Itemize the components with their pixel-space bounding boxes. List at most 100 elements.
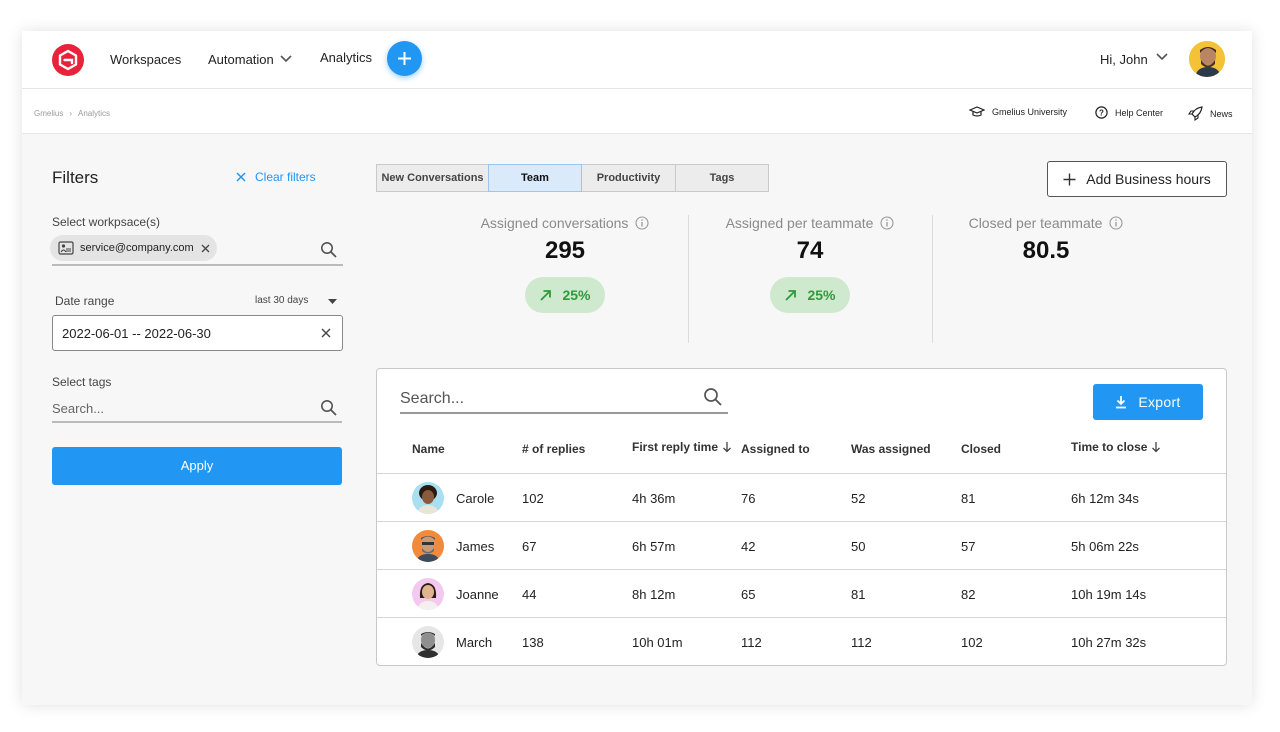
cell-replies: 44: [522, 587, 537, 602]
cell-assigned-to: 76: [741, 491, 756, 506]
add-business-hours-button[interactable]: Add Business hours: [1047, 161, 1227, 197]
column-header-label: # of replies: [522, 442, 586, 456]
table-row[interactable]: Carole 102 4h 36m 76 52 81 6h 12m 34s: [377, 473, 1226, 521]
table-search-input[interactable]: Search...: [400, 390, 465, 407]
download-icon: [1116, 396, 1127, 409]
tab-productivity[interactable]: Productivity: [581, 164, 676, 192]
cell-replies: 67: [522, 539, 537, 554]
cell-name: Joanne: [456, 587, 499, 602]
info-icon[interactable]: [635, 216, 649, 230]
column-header-label: Assigned to: [741, 442, 810, 456]
analytics-tabs: New Conversations Team Productivity Tags: [376, 164, 769, 192]
stat-assigned-per-teammate: Assigned per teammate 74 25%: [688, 215, 932, 313]
gmelius-logo[interactable]: [52, 44, 84, 76]
tags-input-underline: [52, 421, 342, 423]
news-label: News: [1210, 108, 1233, 119]
stat-value: 295: [544, 237, 586, 264]
cell-replies: 102: [522, 491, 544, 506]
cell-closed: 82: [961, 587, 976, 602]
column-header-label: First reply time: [632, 440, 719, 454]
nav-workspaces[interactable]: Workspaces: [110, 52, 182, 67]
column-header-label: Name: [412, 442, 445, 456]
help-center-link[interactable]: ? Help Center: [1095, 106, 1163, 119]
university-label: Gmelius University: [992, 107, 1068, 117]
close-icon[interactable]: [201, 244, 210, 253]
table-row[interactable]: Joanne 44 8h 12m 65 81 82 10h 19m 14s: [377, 569, 1226, 617]
stat-value: 80.5: [1022, 237, 1070, 264]
tags-search-input[interactable]: Search...: [52, 401, 105, 416]
column-header-closed[interactable]: Closed: [961, 442, 1001, 456]
trend-up-icon: [540, 289, 552, 301]
nav-automation[interactable]: Automation: [208, 52, 292, 67]
search-icon[interactable]: [320, 241, 337, 258]
column-header-assigned-to[interactable]: Assigned to: [741, 442, 810, 456]
nav-automation-label: Automation: [208, 52, 274, 67]
cell-first-reply: 8h 12m: [632, 587, 676, 602]
stat-closed-per-teammate: Closed per teammate 80.5: [924, 215, 1168, 265]
graduation-cap-icon: [969, 106, 985, 117]
stat-label: Closed per teammate: [968, 215, 1103, 231]
nav-analytics[interactable]: Analytics: [320, 50, 373, 65]
date-range-field[interactable]: 2022-06-01 -- 2022-06-30: [52, 315, 343, 351]
cell-replies: 138: [522, 635, 544, 650]
cell-name: James: [456, 539, 495, 554]
cell-closed: 81: [961, 491, 976, 506]
column-header-time-to-close[interactable]: Time to close: [1071, 440, 1161, 454]
app-window: Workspaces Automation Analytics Hi, John…: [22, 31, 1252, 705]
plus-icon: [1063, 173, 1076, 185]
caret-down-icon[interactable]: [328, 299, 337, 305]
cell-was-assigned: 52: [851, 491, 866, 506]
breadcrumb-chevron-icon: ›: [69, 109, 73, 118]
tags-label: Select tags: [52, 375, 112, 389]
column-header-replies[interactable]: # of replies: [522, 442, 585, 456]
column-header-first-reply-time[interactable]: First reply time: [632, 440, 732, 454]
table-row[interactable]: March 138 10h 01m 112 112 102 10h 27m 32…: [377, 617, 1226, 665]
workspace-label: Select workpsace(s): [52, 215, 161, 229]
apply-button[interactable]: Apply: [52, 447, 342, 485]
clear-filters-label: Clear filters: [255, 170, 316, 184]
help-label: Help Center: [1115, 107, 1164, 118]
export-label: Export: [1138, 394, 1181, 410]
column-header-label: Time to close: [1071, 440, 1148, 454]
rocket-icon: [1188, 106, 1203, 121]
stat-label: Assigned per teammate: [725, 215, 874, 231]
news-link[interactable]: News: [1188, 106, 1233, 121]
workspace-icon: [58, 241, 74, 255]
avatar: [412, 578, 444, 610]
avatar: [412, 482, 444, 514]
avatar: [412, 626, 444, 658]
breadcrumb-analytics: Analytics: [78, 109, 111, 118]
tab-team[interactable]: Team: [488, 164, 582, 192]
tab-tags[interactable]: Tags: [675, 164, 769, 192]
info-icon[interactable]: [880, 216, 894, 230]
chevron-down-icon[interactable]: [1156, 53, 1168, 61]
user-greeting[interactable]: Hi, John: [1100, 52, 1148, 67]
workspace-chip[interactable]: service@company.com: [50, 235, 217, 261]
add-business-hours-label: Add Business hours: [1086, 171, 1211, 187]
gmelius-university-link[interactable]: Gmelius University: [969, 106, 1067, 118]
change-value: 25%: [807, 287, 836, 303]
user-avatar[interactable]: [1189, 41, 1225, 77]
sub-navbar: Gmelius › Analytics Gmelius University ? H…: [22, 89, 1252, 134]
create-button[interactable]: [387, 41, 422, 76]
clear-filters-button[interactable]: Clear filters: [236, 170, 316, 184]
cell-assigned-to: 65: [741, 587, 756, 602]
search-icon[interactable]: [320, 399, 337, 416]
export-button[interactable]: Export: [1093, 384, 1203, 420]
close-icon: [236, 172, 246, 182]
stat-value: 74: [796, 237, 824, 264]
column-header-was-assigned[interactable]: Was assigned: [851, 442, 931, 456]
breadcrumb-gmelius[interactable]: Gmelius: [34, 109, 64, 118]
tab-new-conversations[interactable]: New Conversations: [376, 164, 489, 192]
change-badge: 25%: [770, 277, 850, 313]
table-row[interactable]: James 67 6h 57m 42 50 57 5h 06m 22s: [377, 521, 1226, 569]
date-range-select[interactable]: last 30 days: [255, 295, 309, 306]
close-icon[interactable]: [321, 328, 331, 338]
cell-first-reply: 4h 36m: [632, 491, 676, 506]
cell-was-assigned: 50: [851, 539, 866, 554]
column-header-name[interactable]: Name: [412, 442, 445, 456]
trend-up-icon: [785, 289, 797, 301]
workspace-input-underline: [52, 264, 343, 266]
search-icon[interactable]: [703, 387, 722, 406]
info-icon[interactable]: [1109, 216, 1123, 230]
